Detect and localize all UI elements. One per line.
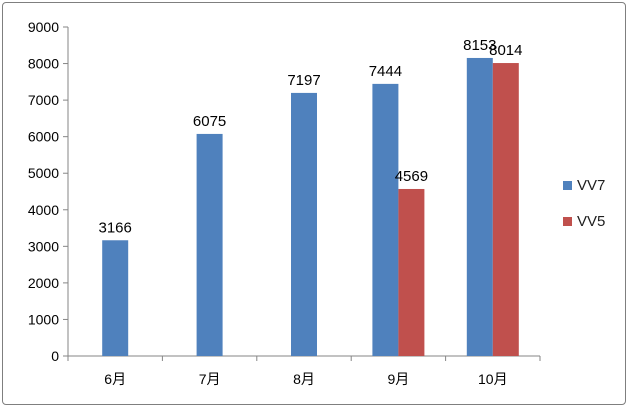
data-label: 8153 (463, 37, 496, 54)
x-tick-label: 8月 (293, 371, 315, 387)
data-label: 6075 (193, 113, 226, 130)
legend-swatch-vv5 (563, 217, 572, 226)
legend-swatch-vv7 (563, 181, 572, 190)
y-tick-label: 2000 (28, 275, 59, 291)
y-tick-label: 9000 (28, 19, 59, 35)
y-tick-label: 5000 (28, 165, 59, 181)
bar-vv7-2 (291, 92, 317, 356)
y-axis: 0 1000 2000 3000 4000 5000 6000 7000 8000 9000 (28, 19, 69, 364)
bars (102, 57, 519, 357)
data-label: 3166 (99, 219, 132, 236)
bar-vv7-1 (196, 133, 223, 356)
y-tick-label: 0 (51, 348, 59, 364)
legend-label-vv7: VV7 (577, 177, 605, 194)
y-tick-label: 8000 (28, 56, 59, 72)
x-axis: 6月 7月 8月 9月 10月 (67, 355, 541, 387)
legend-label-vv5: VV5 (577, 213, 605, 230)
x-tick-label: 7月 (199, 371, 221, 387)
y-tick-label: 1000 (28, 311, 59, 327)
data-label: 7444 (369, 63, 402, 80)
data-label: 8014 (489, 42, 522, 59)
bar-vv5-4 (492, 63, 519, 357)
bar-vv7-3 (372, 83, 399, 357)
x-tick-label: 10月 (478, 371, 508, 387)
data-label: 7197 (287, 72, 320, 89)
y-tick-label: 3000 (28, 238, 59, 254)
data-label: 4569 (395, 168, 428, 185)
bar-vv5-3 (398, 188, 425, 356)
x-tick-label: 6月 (104, 371, 126, 387)
bar-vv7-0 (102, 240, 129, 356)
y-tick-label: 4000 (28, 202, 59, 218)
y-tick-label: 6000 (28, 129, 59, 145)
bar-vv7-4 (466, 57, 493, 356)
legend: VV7 VV5 (563, 177, 605, 230)
y-tick-label: 7000 (28, 92, 59, 108)
x-tick-label: 9月 (388, 371, 410, 387)
